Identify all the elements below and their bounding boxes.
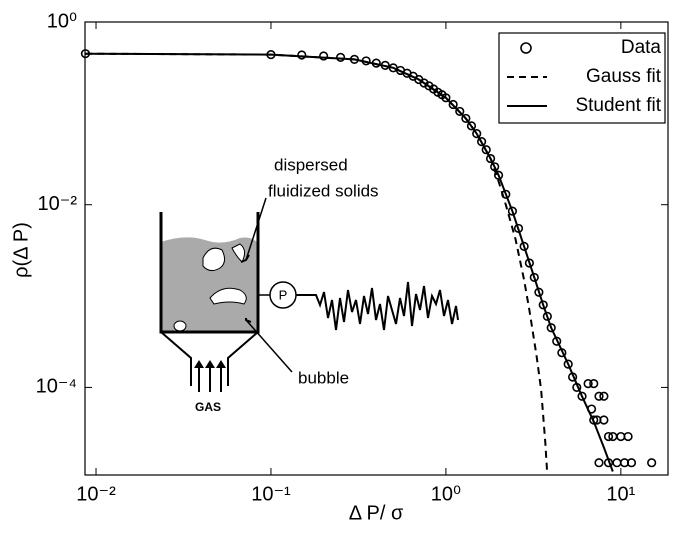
data-point — [623, 431, 633, 442]
data-point — [335, 52, 346, 62]
data-point — [603, 431, 614, 442]
data-point — [419, 78, 429, 88]
data-point — [589, 379, 599, 389]
annotation: dispersed — [274, 155, 348, 174]
data-point — [485, 153, 496, 164]
bubble-shape — [202, 247, 226, 272]
data-point — [577, 391, 587, 401]
data-point — [448, 99, 458, 110]
fit-line — [85, 52, 614, 472]
y-tick-label: 10⁰ — [47, 10, 77, 32]
data-point — [626, 458, 637, 468]
data-point — [481, 145, 491, 155]
data-point — [524, 258, 534, 268]
data-point — [529, 272, 539, 283]
data-point — [519, 241, 529, 251]
data-point — [461, 113, 471, 124]
y-tick-label: 10⁻² — [38, 193, 78, 215]
data-point — [599, 415, 609, 425]
data-point — [583, 379, 593, 389]
pointer — [245, 197, 293, 373]
data-point — [594, 391, 604, 401]
data-point — [647, 458, 657, 468]
data-point — [546, 323, 556, 333]
data-point — [455, 106, 465, 117]
data-point — [538, 300, 548, 310]
x-tick-label: 10¹ — [606, 483, 635, 505]
data-point — [466, 121, 477, 131]
x-tick-label: 10⁻² — [76, 483, 116, 505]
annotation: bubble — [298, 368, 349, 387]
data-point — [472, 129, 482, 139]
x-tick-label: 10⁰ — [431, 483, 461, 505]
fit-line — [85, 52, 549, 476]
data-point — [563, 359, 573, 369]
data-point — [493, 170, 504, 180]
bubble-shape — [173, 320, 187, 332]
legend-label: Data — [621, 37, 662, 58]
data-point — [319, 51, 329, 61]
pointer-head — [240, 254, 252, 323]
legend: Data Gauss fit Student fit — [498, 32, 666, 124]
data-point — [507, 206, 518, 216]
bubble-shape — [209, 287, 247, 305]
legend-label: Student fit — [575, 95, 661, 116]
legend-box — [498, 32, 666, 124]
y-axis-label: ρ(Δ P) — [10, 222, 32, 278]
vessel-cone — [160, 331, 259, 386]
data-point — [542, 311, 552, 321]
data-point — [594, 458, 604, 468]
legend-marker — [520, 42, 532, 54]
data-point — [599, 391, 609, 401]
pressure-signal — [296, 281, 459, 331]
vessel — [159, 212, 260, 334]
y-tick-label: 10⁻⁴ — [36, 376, 77, 398]
data-point — [441, 93, 451, 103]
x-axis-label: Δ P/ σ — [349, 502, 404, 524]
legend-label: Gauss fit — [586, 66, 662, 87]
data-point — [612, 458, 622, 468]
annotation: GAS — [195, 400, 221, 414]
data-point — [477, 137, 487, 147]
annotation: P — [279, 287, 288, 302]
data-point — [297, 50, 307, 60]
plot-frame — [84, 21, 669, 476]
annotation: fluidized solids — [268, 181, 379, 200]
bed-solids — [161, 237, 257, 332]
x-tick-label: 10⁻¹ — [251, 483, 291, 505]
arrow-heads — [194, 360, 226, 368]
inset-diagram: dispersed fluidized solids bubble GAS P — [159, 155, 459, 414]
